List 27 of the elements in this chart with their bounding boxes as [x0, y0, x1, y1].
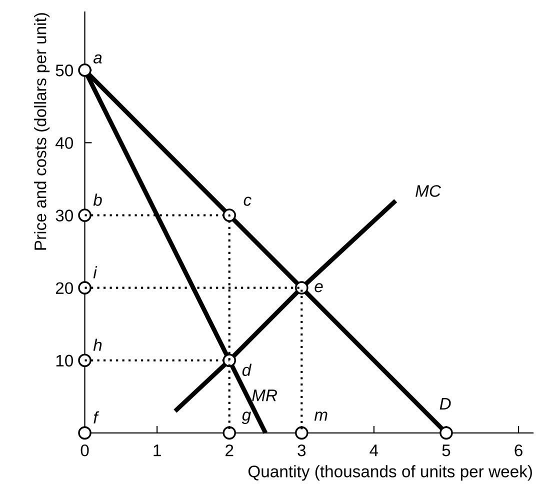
x-tick-label: 5 — [442, 444, 450, 456]
x-tick-label: 6 — [514, 444, 522, 456]
annotation: h — [93, 338, 102, 351]
annotation: d — [242, 364, 252, 376]
annotation: c — [244, 196, 252, 206]
y-tick-label: 50 — [56, 64, 74, 76]
y-axis-title: Price and costs (dollars per unit) — [34, 13, 50, 250]
x-tick-label: 3 — [298, 444, 306, 456]
annotation: a — [93, 54, 102, 64]
annotation: f — [94, 411, 100, 424]
y-tick-label: 20 — [56, 282, 74, 294]
y-tick-label: 10 — [56, 354, 74, 367]
y-tick-label: 30 — [56, 210, 74, 222]
series-label: MC — [416, 185, 442, 197]
series-label: MR — [252, 390, 278, 402]
series-label: D — [440, 398, 451, 410]
x-tick-label: 2 — [226, 444, 234, 456]
y-tick-label: 40 — [56, 137, 74, 149]
x-tick-label: 1 — [154, 444, 161, 456]
annotation: e — [314, 283, 323, 292]
annotation: b — [93, 194, 102, 206]
x-tick-label: 4 — [370, 444, 378, 456]
annotation: i — [93, 266, 98, 278]
annotation: m — [314, 412, 328, 421]
x-axis-title: Quantity (thousands of units per week) — [248, 465, 532, 481]
x-tick-label: 0 — [80, 444, 89, 456]
annotation: g — [242, 412, 251, 424]
